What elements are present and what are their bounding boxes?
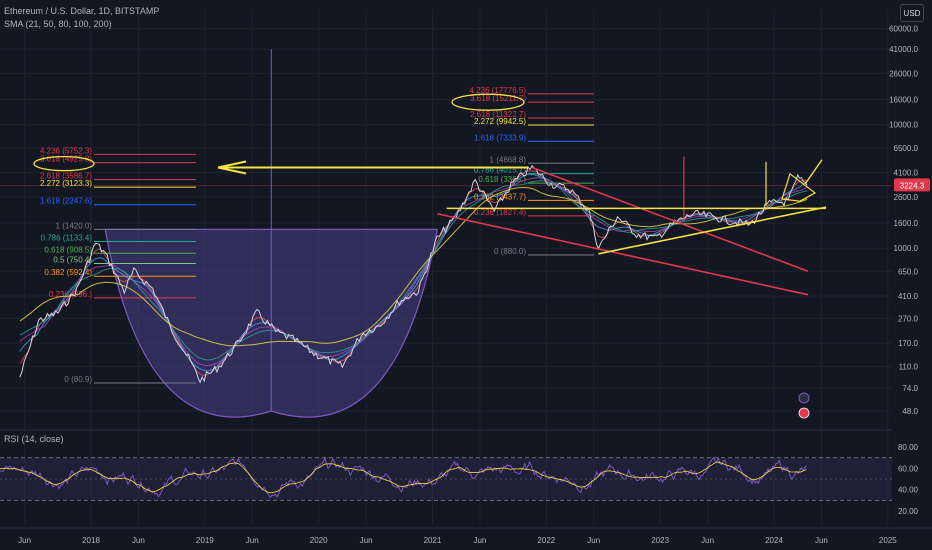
fib-left-label: 0 (80.9) (64, 375, 92, 384)
yellow-support-line (598, 206, 827, 255)
price-tick-label: 60000.0 (889, 25, 918, 34)
fib-right-label: 0.236 (1827.4) (474, 208, 526, 217)
price-tick-label: 170.0 (898, 339, 919, 348)
fib-left-label: 1 (1420.0) (56, 221, 93, 230)
price-tick-label: 410.0 (898, 292, 919, 301)
fib-right-label: 3.618 (15211.7) (470, 94, 526, 103)
time-tick-label: 2021 (424, 536, 442, 545)
sma-indicator-label: SMA (21, 50, 80, 100, 200) (4, 19, 112, 29)
yellow-flag-pattern (781, 172, 817, 202)
price-tick-label: 26000.0 (889, 69, 918, 78)
alert-icon (798, 392, 810, 404)
fib-right-label: 4.236 (17776.5) (470, 86, 527, 95)
price-tick-label: 10000.0 (889, 121, 918, 130)
yellow-projection (804, 159, 823, 185)
time-tick-label: 2025 (879, 536, 897, 545)
price-tick-label: 48.0 (902, 407, 918, 416)
fib-right-label: 1.618 (7333.9) (474, 133, 526, 142)
time-tick-label: 2023 (651, 536, 669, 545)
price-tick-label: 1000.0 (894, 244, 919, 253)
currency-button[interactable]: USD (900, 4, 924, 22)
rsi-tick-label: 40.00 (898, 486, 919, 495)
last-price-label: 3224.3 (900, 181, 925, 190)
price-tick-label: 4100.0 (894, 168, 919, 177)
highlight-ellipse-left (33, 155, 95, 172)
fib-right-label: 0 (880.0) (494, 247, 526, 256)
time-tick-label: Jun (701, 536, 714, 545)
fib-left-label: 0.618 (908.5) (44, 245, 92, 254)
fib-right-label: 2.618 (11322.7) (470, 110, 526, 119)
fib-left-label: 2.272 (3123.3) (40, 179, 92, 188)
fib-right-label: 0.786 (4015.7) (474, 166, 526, 175)
time-tick-label: 2018 (82, 536, 100, 545)
time-tick-label: Jun (246, 536, 259, 545)
fib-left-label: 0.5 (750.4) (53, 256, 92, 265)
fib-right-label: 2.272 (9942.5) (474, 117, 526, 126)
flag-icon (798, 407, 810, 419)
target-arrow-head (217, 160, 247, 175)
time-tick-label: 2019 (196, 536, 214, 545)
red-trendline-upper (531, 166, 809, 273)
price-tick-label: 110.0 (899, 363, 919, 372)
fib-left-label: 2.618 (3586.7) (40, 172, 92, 181)
highlight-ellipse-right (451, 93, 525, 111)
red-trendline-lower (437, 212, 809, 296)
time-tick-label: Jun (587, 536, 600, 545)
rsi-pane (0, 429, 892, 501)
price-tick-label: 270.0 (898, 314, 919, 323)
time-tick-label: Jun (473, 536, 486, 545)
rsi-tick-label: 20.00 (898, 507, 919, 516)
time-tick-label: Jun (360, 536, 373, 545)
fib-left-label: 0.382 (592.4) (44, 268, 92, 277)
price-tick-label: 74.0 (902, 384, 918, 393)
time-tick-label: 2022 (537, 536, 555, 545)
price-tick-label: 6500.0 (894, 144, 919, 153)
price-tick-label: 650.0 (898, 267, 919, 276)
fib-right-label: 1 (4868.8) (490, 155, 527, 164)
fib-left-label: 4.236 (5752.3) (40, 146, 92, 155)
sma-line (19, 187, 808, 347)
price-tick-label: 2600.0 (894, 193, 919, 202)
time-tick-label: 2024 (765, 536, 783, 545)
rsi-tick-label: 80.00 (898, 443, 919, 452)
time-tick-label: Jun (815, 536, 828, 545)
price-tick-label: 1600.0 (894, 219, 919, 228)
fib-right-label: 0.618 (3365.) (478, 175, 526, 184)
last-price-badge (894, 178, 930, 192)
symbol-title: Ethereum / U.S. Dollar, 1D, BITSTAMP (4, 6, 160, 16)
rsi-tick-label: 60.00 (898, 464, 919, 473)
fib-left-label: 1.618 (2247.6) (40, 197, 92, 206)
time-tick-label: Jun (132, 536, 145, 545)
time-tick-label: Jun (18, 536, 31, 545)
price-tick-label: 41000.0 (889, 45, 918, 54)
fib-left-label: 3.618 (4925.8) (40, 155, 92, 164)
time-tick-label: 2020 (310, 536, 328, 545)
rsi-indicator-label: RSI (14, close) (4, 434, 64, 444)
fib-left-label: 0.786 (1133.4) (41, 233, 93, 242)
rsi-ma-line (0, 461, 807, 494)
price-tick-label: 16000.0 (889, 95, 918, 104)
fib-right-label: 0.382 (2437.7) (474, 192, 526, 201)
